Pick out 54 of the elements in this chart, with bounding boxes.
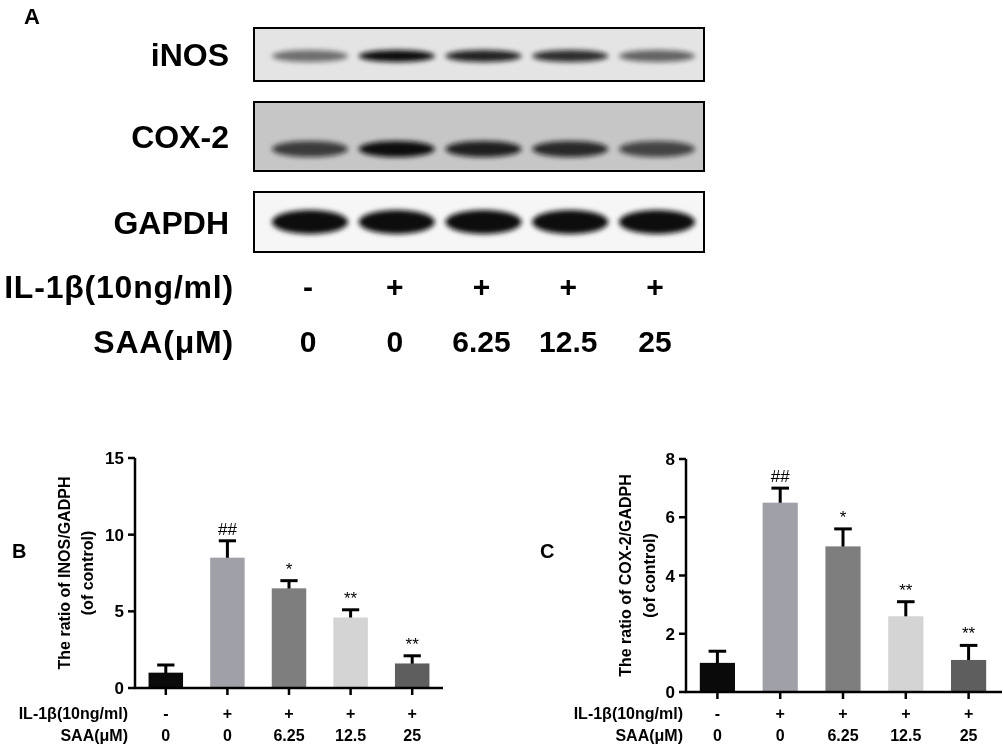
y-tick-label: 15	[105, 449, 124, 469]
bar	[951, 659, 987, 692]
category-label: + 25	[638, 269, 672, 358]
text: IL-1β(10ng/ml)	[4, 268, 234, 305]
annotation: *	[839, 507, 847, 527]
annotation: **	[343, 588, 358, 608]
category-label: + 0	[385, 269, 404, 358]
category-label: iNOS	[150, 37, 229, 74]
bar	[394, 663, 430, 688]
x-tick-label: + 0	[775, 704, 785, 744]
category-label: GAPDH	[113, 204, 229, 241]
bar	[762, 502, 798, 692]
annotation: **	[899, 580, 913, 600]
x-tick-label: + 6.25	[827, 704, 859, 744]
y-axis-title: The ratio of COX-2/GADPH (of control)	[616, 474, 658, 677]
y-tick-label: 2	[665, 624, 675, 644]
text: SAA(μM)	[615, 726, 683, 744]
text: IL-1β(10ng/ml)	[573, 704, 683, 722]
bar	[271, 588, 307, 688]
y-axis-title: The ratio of INOS/GADPH (of control)	[55, 476, 96, 670]
annotation: **	[405, 634, 420, 654]
bar	[825, 546, 861, 692]
bar	[210, 557, 245, 688]
text: IL-1β(10ng/ml)	[18, 704, 128, 722]
bar	[333, 617, 368, 688]
x-tick-label: + 6.25	[273, 704, 305, 744]
annotation: ##	[217, 519, 238, 539]
y-tick-label: 5	[114, 602, 124, 622]
x-tick-label: + 0	[222, 704, 233, 744]
y-tick-label: 10	[105, 525, 124, 545]
y-tick-label: 6	[665, 508, 675, 528]
x-tick-label: + 12.5	[890, 704, 922, 744]
category-label: + 12.5	[539, 269, 598, 358]
category-label: + 6.25	[452, 269, 511, 358]
x-tick-label: + 25	[403, 704, 422, 744]
text: B	[12, 540, 27, 562]
y-tick-label: 0	[114, 679, 124, 699]
y-tick-label: 4	[665, 566, 676, 586]
annotation: **	[961, 624, 976, 644]
text: SAA(μM)	[93, 323, 234, 360]
annotation: ##	[770, 467, 791, 487]
text: SAA(μM)	[60, 726, 128, 744]
category-label: - 0	[299, 269, 317, 358]
text: A	[24, 4, 40, 29]
x-tick-label: + 25	[959, 704, 978, 744]
y-tick-label: 8	[665, 450, 675, 470]
y-tick-label: 0	[665, 683, 675, 703]
x-tick-label: - 0	[712, 704, 722, 744]
annotation: *	[285, 559, 293, 579]
bar	[888, 616, 924, 692]
category-label: COX-2	[131, 119, 229, 156]
x-tick-label: + 12.5	[335, 704, 367, 744]
x-tick-label: - 0	[161, 704, 171, 744]
text: C	[540, 540, 555, 562]
